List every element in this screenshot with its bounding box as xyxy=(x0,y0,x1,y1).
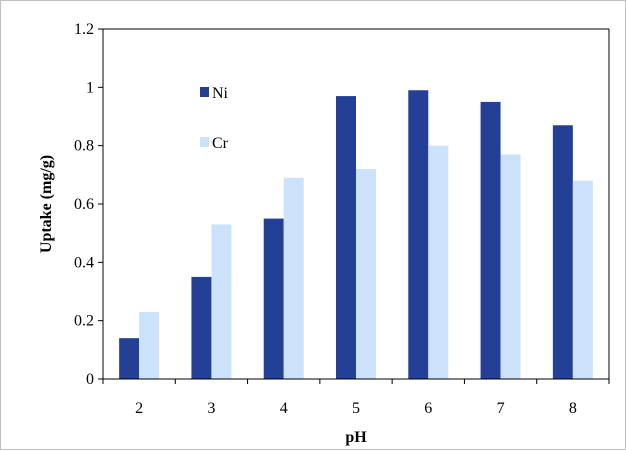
y-tick-label: 1.2 xyxy=(74,21,94,38)
legend-label-cr: Cr xyxy=(212,135,229,152)
bar-cr-ph-3 xyxy=(211,224,232,379)
x-tick-label: 2 xyxy=(135,400,143,417)
y-tick-label: 0.4 xyxy=(74,254,94,271)
bar-ni-ph-7 xyxy=(480,101,501,380)
y-tick-label: 0.8 xyxy=(74,138,94,155)
y-tick-label: 0.2 xyxy=(74,313,94,330)
bar-ni-ph-5 xyxy=(336,96,356,379)
legend-swatch-cr xyxy=(200,137,209,147)
y-tick-label: 0.6 xyxy=(74,196,94,213)
y-tick-label: 1 xyxy=(86,79,94,96)
x-tick-label: 4 xyxy=(280,400,288,417)
bar-ni-ph-8 xyxy=(552,125,573,379)
x-ticks-group: 2 3 4 5 6 7 8 xyxy=(102,379,610,417)
bar-cr-ph-7 xyxy=(500,154,521,379)
x-axis-title: pH xyxy=(345,429,367,446)
bar-cr-ph-8 xyxy=(572,180,593,379)
bar-cr-ph-4 xyxy=(283,177,304,379)
legend: Ni Cr xyxy=(200,85,229,152)
x-tick-label: 5 xyxy=(352,400,360,417)
x-tick-label: 6 xyxy=(424,400,432,417)
bar-ni-ph-2 xyxy=(119,338,140,379)
y-axis-title: Uptake (mg/g) xyxy=(38,155,55,253)
bar-cr-ph-5 xyxy=(356,169,376,379)
y-ticks-group: 0 0.2 0.4 0.6 0.8 1 1.2 xyxy=(74,21,103,388)
bars-group xyxy=(119,90,593,380)
bar-ni-ph-4 xyxy=(263,218,284,379)
x-tick-label: 7 xyxy=(497,400,505,417)
x-tick-label: 8 xyxy=(569,400,577,417)
y-tick-label: 0 xyxy=(86,371,94,388)
bar-ni-ph-6 xyxy=(408,90,429,379)
legend-swatch-ni xyxy=(200,87,209,97)
x-tick-label: 3 xyxy=(207,400,215,417)
bar-cr-ph-6 xyxy=(428,145,449,379)
bar-cr-ph-2 xyxy=(139,311,160,379)
bar-ni-ph-3 xyxy=(191,276,212,379)
legend-label-ni: Ni xyxy=(212,85,229,102)
